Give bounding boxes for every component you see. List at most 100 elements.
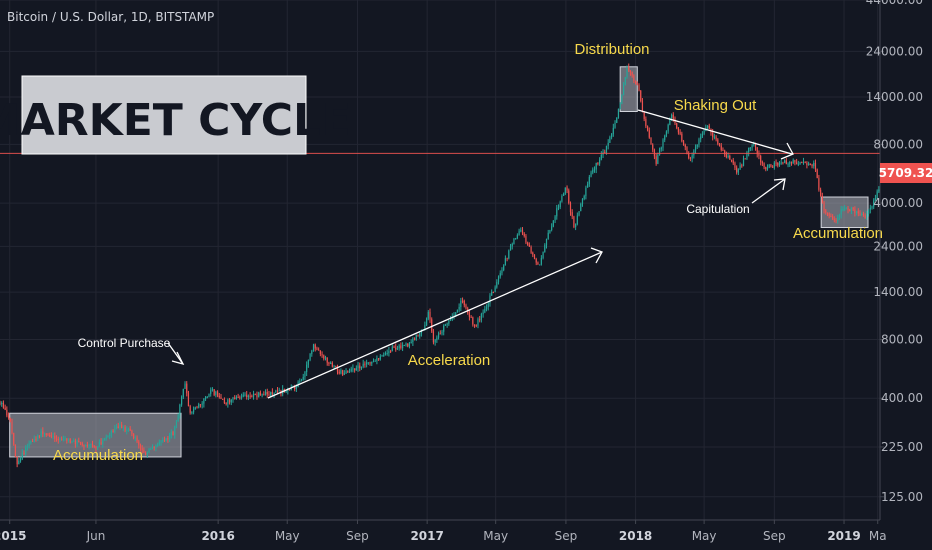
candle-body (379, 356, 381, 360)
y-tick-label: 2400.00 (873, 239, 923, 253)
candle-body (717, 139, 719, 144)
candle-body (823, 202, 825, 211)
candle-body (729, 155, 731, 160)
candle-body (342, 370, 344, 375)
candle-body (749, 147, 751, 149)
candle-body (151, 446, 154, 449)
candle-body (797, 163, 799, 165)
candle-body (585, 187, 587, 197)
candle-body (405, 343, 407, 346)
candle-body (535, 259, 537, 263)
candle-body (533, 254, 536, 260)
candle-body (114, 428, 116, 433)
candle-body (777, 162, 779, 166)
candle-body (801, 162, 803, 164)
candle-body (658, 149, 661, 155)
candle-body (520, 230, 522, 232)
candle-body (102, 440, 104, 445)
candle-body (724, 150, 726, 155)
candle-body (121, 424, 123, 428)
candle-body (480, 314, 483, 320)
candle-body (575, 224, 577, 228)
candle-body (252, 393, 255, 397)
capitulation-label: Capitulation (686, 202, 749, 216)
candle-body (787, 163, 789, 165)
candle-body (691, 155, 693, 159)
candle-body (187, 393, 190, 407)
candle-body (547, 232, 549, 239)
candle-body (174, 425, 176, 436)
candle-body (681, 133, 683, 142)
candle-body (698, 139, 700, 145)
candle-body (395, 347, 397, 350)
candle-body (169, 434, 171, 440)
candle-body (768, 164, 770, 168)
candle-body (223, 399, 226, 404)
candle-body (328, 362, 330, 365)
shaking-out-trend-line (637, 109, 793, 155)
candle-body (403, 345, 405, 347)
candle-body (4, 407, 6, 410)
candle-body (424, 325, 426, 330)
candle-body (525, 236, 527, 243)
current-price-tag: 5709.32 (879, 163, 932, 184)
candle-body (23, 452, 25, 455)
candle-body (388, 351, 390, 354)
candle-body (246, 394, 248, 397)
candle-body (527, 242, 529, 245)
candle-body (628, 66, 630, 71)
candle-body (665, 131, 668, 136)
candle-body (549, 229, 551, 233)
candle-body (21, 452, 23, 459)
candle-body (336, 366, 339, 372)
y-tick-label: 8000.00 (873, 137, 923, 151)
candle-body (850, 207, 853, 211)
candle-body (103, 439, 106, 441)
candle-body (820, 189, 822, 196)
candle-body (285, 390, 287, 393)
y-tick-label: 1400.00 (873, 285, 923, 299)
candle-body (67, 439, 70, 441)
x-tick-label: Jun (86, 529, 106, 543)
candle-body (295, 387, 297, 389)
candle-body (261, 394, 263, 396)
candle-body (837, 217, 839, 221)
candle-body (347, 371, 349, 373)
candle-body (878, 189, 880, 192)
candle-body (843, 208, 846, 210)
candle-body (163, 440, 166, 442)
candle-body (700, 136, 702, 140)
candle-body (455, 312, 457, 316)
candle-body (126, 429, 128, 431)
candle-body (258, 392, 260, 398)
candle-body (682, 141, 685, 145)
candle-body (54, 436, 56, 439)
candle-body (544, 245, 546, 252)
candle-body (664, 135, 666, 140)
candle-body (28, 443, 30, 447)
candle-body (110, 430, 112, 435)
candle-body (25, 447, 27, 455)
candle-body (165, 438, 167, 441)
candle-body (148, 449, 150, 453)
candle-body (487, 303, 489, 308)
candle-body (360, 366, 363, 369)
candle-body (503, 265, 505, 271)
candle-body (557, 207, 560, 209)
candle-body (443, 325, 445, 332)
candle-body (477, 319, 479, 326)
candle-body (204, 397, 207, 399)
candle-body (112, 430, 114, 433)
candle-body (78, 441, 80, 443)
candle-body (431, 319, 433, 332)
candle-body (434, 339, 436, 343)
candle-body (153, 446, 155, 448)
candle-body (523, 233, 525, 237)
candle-body (62, 438, 64, 440)
candle-body (410, 341, 412, 343)
candle-body (460, 300, 462, 308)
candle-body (49, 435, 51, 437)
candle-body (592, 169, 594, 173)
candle-body (775, 162, 777, 164)
